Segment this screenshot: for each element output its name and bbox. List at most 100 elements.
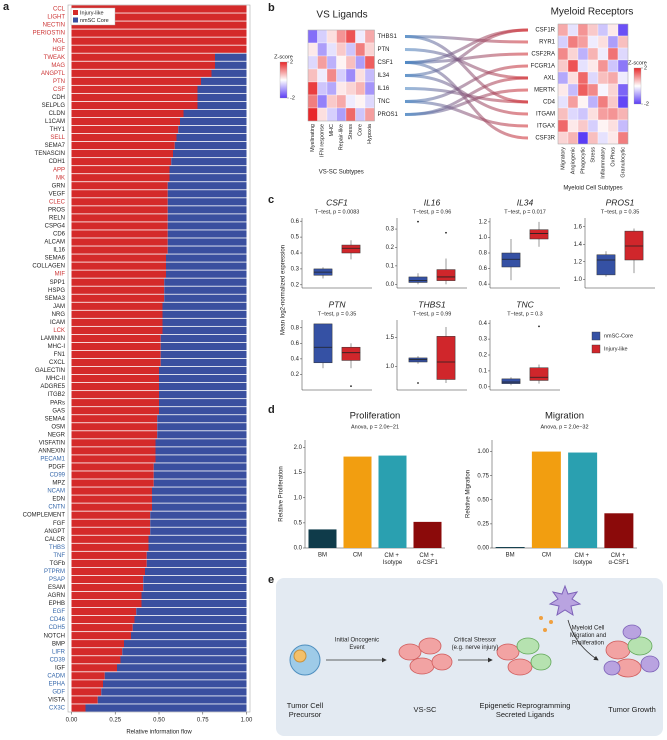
ligand <box>539 616 543 620</box>
panel-label: d <box>268 404 275 416</box>
heat-cell <box>364 42 375 57</box>
category-label: PROS <box>48 207 65 213</box>
bar-subtitle: Anova, p = 2.0e−21 <box>351 424 399 430</box>
category-label: VISTA <box>48 698 65 704</box>
category-label: ICAM <box>50 320 65 326</box>
heat-cell <box>345 42 356 57</box>
box-title: THBS1 <box>418 299 446 309</box>
cell <box>605 640 631 660</box>
bar-subtitle: Anova, p = 2.0e−32 <box>540 424 588 430</box>
category-label: CDH1 <box>49 159 66 165</box>
heat-cell <box>557 119 569 133</box>
heat-cell <box>607 131 619 145</box>
connector <box>404 35 529 44</box>
x-tick-label: BM <box>318 553 327 559</box>
y-tick-label: 0.4 <box>479 321 488 327</box>
bar-segment <box>159 391 247 399</box>
column-label: IFN response <box>320 124 326 157</box>
heat-cell <box>607 35 619 49</box>
heat-cell <box>577 131 589 145</box>
legend-swatch <box>73 17 78 23</box>
bar-segment <box>71 166 170 174</box>
category-label: PTPRM <box>44 569 65 575</box>
bar-segment <box>150 511 247 519</box>
x-tick-label: CM + Isotype <box>383 553 403 566</box>
bar-segment <box>71 399 159 407</box>
column-label: Inflammatory <box>600 147 606 179</box>
bar-segment <box>174 141 247 150</box>
bar-segment <box>71 53 215 61</box>
bar-segment <box>117 664 247 672</box>
column-label: Granulocytic <box>620 147 626 178</box>
x-axis-label: VS-SC Subtypes <box>319 170 364 176</box>
heat-cell <box>617 71 629 85</box>
y-tick-label: 0.2 <box>291 282 300 288</box>
outlier <box>538 325 540 328</box>
category-label: SELPLG <box>42 103 66 109</box>
heat-cell <box>355 107 366 122</box>
connector <box>404 74 529 116</box>
category-label: FN1 <box>54 352 66 358</box>
diagram-label: Initial Oncogenic <box>335 638 379 644</box>
diagram-label: Tumor Cell <box>287 701 324 710</box>
y-tick-label: 0.8 <box>291 325 300 331</box>
legend-label: Injury-like <box>604 346 628 352</box>
ligand <box>549 620 553 624</box>
bar-segment <box>71 447 156 455</box>
cell <box>516 637 540 655</box>
bar-segment <box>71 117 180 126</box>
y-tick-label: 0.8 <box>479 251 488 257</box>
category-label: THY1 <box>50 127 66 133</box>
category-label: SEMA3 <box>45 296 66 302</box>
cell <box>409 657 435 675</box>
bar-segment <box>160 358 247 367</box>
bar-segment <box>71 567 145 576</box>
heat-cell <box>617 119 629 133</box>
y-tick-label: 0.00 <box>477 546 489 552</box>
x-axis-label: Relative information flow <box>126 730 192 736</box>
category-label: CD6 <box>53 232 66 238</box>
diagram-label: VS-SC <box>414 705 438 714</box>
bar-segment <box>176 133 247 142</box>
heat-cell <box>577 95 589 109</box>
bar-segment <box>97 696 247 704</box>
bar-segment <box>164 278 247 286</box>
box <box>501 378 521 384</box>
x-tick-label: 0.75 <box>197 718 209 724</box>
box-title: TNC <box>516 299 534 309</box>
bar <box>531 451 561 548</box>
y-tick-label: 1.2 <box>574 259 583 265</box>
category-label: CSPG4 <box>45 224 66 230</box>
heat-cell <box>557 47 569 61</box>
connector <box>404 48 529 80</box>
category-label: NCAM <box>47 489 65 495</box>
diagram-label: Event <box>349 645 365 651</box>
box-subtitle: T−test, p = 0.35 <box>318 311 357 317</box>
heat-cell <box>336 42 347 57</box>
bar-segment <box>71 366 159 375</box>
heat-cell <box>317 94 328 109</box>
heat-cell <box>607 107 619 121</box>
category-label: ESAM <box>48 585 65 591</box>
box <box>501 252 521 268</box>
bar-segment <box>136 607 247 616</box>
bar-segment <box>164 294 247 302</box>
heat-cell <box>317 107 328 122</box>
category-label: SEMA4 <box>45 416 66 422</box>
heat-cell <box>557 95 569 109</box>
row-label: IL34 <box>378 73 390 79</box>
heat-cell <box>307 55 318 70</box>
heat-cell <box>607 83 619 97</box>
bar-segment <box>71 551 147 559</box>
heat-cell <box>577 107 589 121</box>
heat-cell <box>597 59 609 73</box>
connector <box>404 52 529 64</box>
box <box>624 230 644 261</box>
heat-cell <box>557 107 569 121</box>
heat-cell <box>317 81 328 96</box>
tumor-mass <box>603 624 660 678</box>
category-label: MHC-II <box>46 376 65 382</box>
bar-segment <box>71 591 142 600</box>
row-label: CSF3R <box>535 136 555 142</box>
category-label: LCK <box>53 328 65 334</box>
